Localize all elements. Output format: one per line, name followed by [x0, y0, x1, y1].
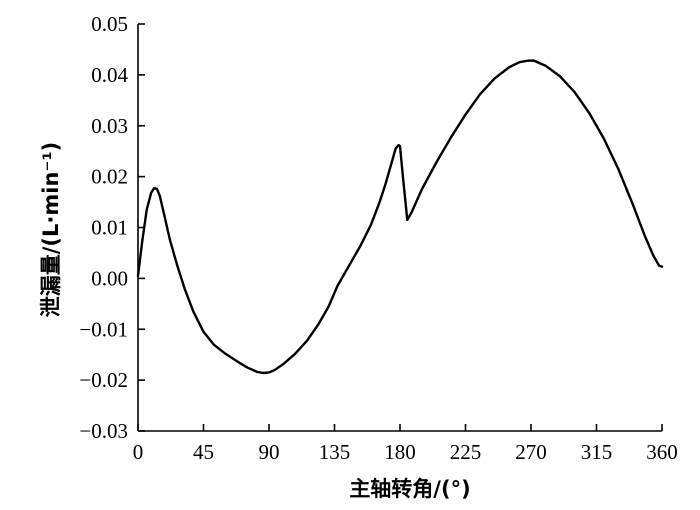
y-tick-label: 0.04: [91, 63, 128, 87]
y-tick-label: −0.03: [79, 419, 128, 443]
x-axis-title: 主轴转角/(°): [349, 477, 470, 501]
y-axis-title: 泄漏量/(L·min⁻¹): [39, 142, 63, 318]
y-tick-label: 0.05: [91, 12, 128, 36]
y-tick-label: 0.03: [91, 114, 128, 138]
x-tick-label: 360: [646, 440, 678, 464]
x-tick-label: 270: [515, 440, 547, 464]
series-line: [136, 59, 664, 375]
x-tick-label: 180: [384, 440, 416, 464]
x-tick-label: 45: [193, 440, 214, 464]
x-tick-label: 315: [581, 440, 613, 464]
x-tick-label: 0: [133, 440, 144, 464]
y-tick-label: −0.01: [79, 317, 128, 341]
x-tick-label: 90: [259, 440, 280, 464]
y-tick-label: 0.02: [91, 165, 128, 189]
y-tick-label: 0.01: [91, 216, 128, 240]
x-tick-label: 135: [319, 440, 351, 464]
y-tick-label: 0.00: [91, 266, 128, 290]
x-ticks: 0 45 90 135 180 225 270 315 360: [133, 424, 678, 464]
y-ticks: −0.03 −0.02 −0.01 0.00 0.01 0.02 0.03 0.04 0.05: [79, 12, 145, 443]
axes: [137, 24, 662, 432]
series-group: [136, 59, 664, 375]
x-tick-label: 225: [450, 440, 482, 464]
y-tick-label: −0.02: [79, 368, 128, 392]
